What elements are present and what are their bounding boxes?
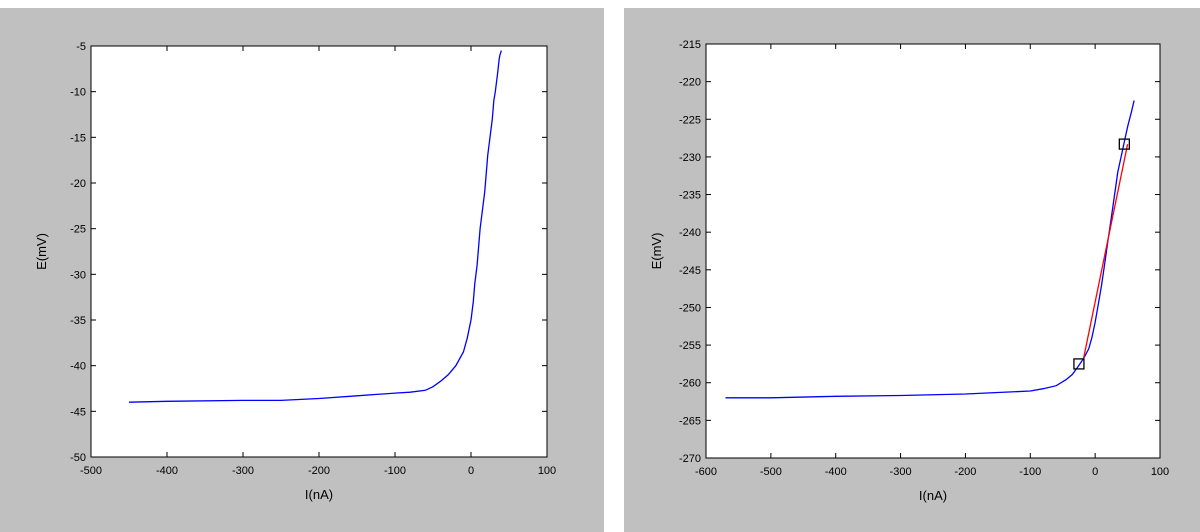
y-tick-label: -5: [76, 41, 86, 53]
x-tick-label: 100: [1151, 466, 1169, 478]
chart-panel-right: -600 -500 -400 -300 -200 -100 0 100 -215 -220 -225…: [624, 8, 1200, 532]
y-tick-label: -230: [679, 152, 701, 164]
y-axis-label: E(mV): [34, 233, 49, 270]
x-tick-label: -200: [308, 465, 330, 477]
x-tick-label: 0: [468, 465, 474, 477]
y-tick-label: -20: [70, 178, 86, 190]
x-tick-label: -400: [825, 466, 847, 478]
y-tick-label: -25: [70, 224, 86, 236]
y-tick-label: -50: [70, 452, 86, 464]
y-tick-label: -15: [70, 132, 86, 144]
y-tick-label: -255: [679, 340, 701, 352]
x-tick-label: -100: [384, 465, 406, 477]
x-tick-label: -500: [80, 465, 102, 477]
series-line-1: [1082, 143, 1129, 359]
x-tick-label: -100: [1019, 466, 1041, 478]
x-axis-label: I(nA): [919, 488, 947, 503]
x-tick-label: -500: [760, 466, 782, 478]
marker-square-0: [1073, 358, 1085, 370]
y-tick-label: -220: [679, 77, 701, 89]
y-tick-label: -260: [679, 378, 701, 390]
y-tick-label: -240: [679, 227, 701, 239]
chart-panel-left: -500 -400 -300 -200 -100 0 100 -5 -10 -15 -20 -25 -3…: [0, 8, 604, 532]
x-tick-label: -200: [954, 466, 976, 478]
x-tick-label: 100: [538, 465, 556, 477]
y-tick-label: -235: [679, 190, 701, 202]
plot-area: [705, 43, 1161, 459]
y-tick-label: -225: [679, 114, 701, 126]
x-axis-label: I(nA): [305, 487, 333, 502]
y-tick-label: -250: [679, 302, 701, 314]
y-tick-label: -40: [70, 361, 86, 373]
y-tick-label: -245: [679, 265, 701, 277]
chart-right: -600 -500 -400 -300 -200 -100 0 100 -215 -220 -225…: [649, 39, 1169, 503]
series-line-0: [725, 100, 1135, 399]
chart-left: -500 -400 -300 -200 -100 0 100 -5 -10 -15 -20 -25 -3…: [34, 41, 556, 502]
y-tick-label: -45: [70, 406, 86, 418]
x-tick-label: -400: [156, 465, 178, 477]
y-tick-label: -270: [679, 453, 701, 465]
x-tick-label: -300: [232, 465, 254, 477]
y-tick-label: -35: [70, 315, 86, 327]
x-tick-label: -300: [890, 466, 912, 478]
y-axis-label: E(mV): [649, 233, 664, 270]
y-tick-label: -215: [679, 39, 701, 51]
series-line-0: [128, 50, 503, 403]
x-tick-label: -600: [695, 466, 717, 478]
y-tick-label: -265: [679, 415, 701, 427]
marker-square-1: [1118, 138, 1130, 150]
y-tick-label: -10: [70, 87, 86, 99]
x-tick-label: 0: [1092, 466, 1098, 478]
plot-area: [90, 45, 548, 458]
y-tick-label: -30: [70, 269, 86, 281]
